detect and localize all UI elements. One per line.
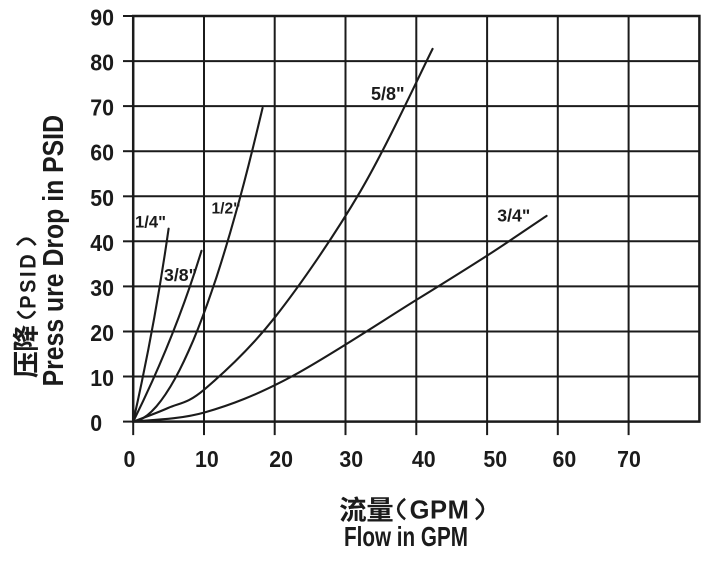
svg-text:20: 20 <box>90 320 114 346</box>
svg-text:30: 30 <box>90 275 114 301</box>
svg-text:1/4": 1/4" <box>135 213 166 232</box>
svg-text:10: 10 <box>90 365 114 391</box>
svg-text:PSID: PSID <box>16 252 40 309</box>
svg-text:1/2": 1/2" <box>212 200 241 217</box>
svg-text:3/4": 3/4" <box>497 206 530 226</box>
svg-text:20: 20 <box>269 446 293 472</box>
svg-text:60: 60 <box>553 446 577 472</box>
svg-text:0: 0 <box>90 410 102 436</box>
svg-text:0: 0 <box>123 446 135 472</box>
svg-text:80: 80 <box>90 50 114 76</box>
svg-text:10: 10 <box>195 446 219 472</box>
svg-text:40: 40 <box>90 230 114 256</box>
svg-text:Flow in GPM: Flow in GPM <box>344 521 468 552</box>
svg-text:50: 50 <box>90 185 114 211</box>
svg-text:50: 50 <box>483 446 507 472</box>
svg-text:30: 30 <box>339 446 363 472</box>
svg-text:70: 70 <box>617 446 641 472</box>
svg-text:GPM: GPM <box>410 496 470 524</box>
svg-text:Press ure Drop in PSID: Press ure Drop in PSID <box>37 115 69 386</box>
svg-text:5/8": 5/8" <box>371 84 405 104</box>
svg-text:40: 40 <box>412 446 436 472</box>
svg-text:3/8": 3/8" <box>164 265 197 285</box>
svg-text:70: 70 <box>90 95 114 121</box>
svg-text:60: 60 <box>90 140 114 166</box>
svg-text:90: 90 <box>90 5 114 31</box>
